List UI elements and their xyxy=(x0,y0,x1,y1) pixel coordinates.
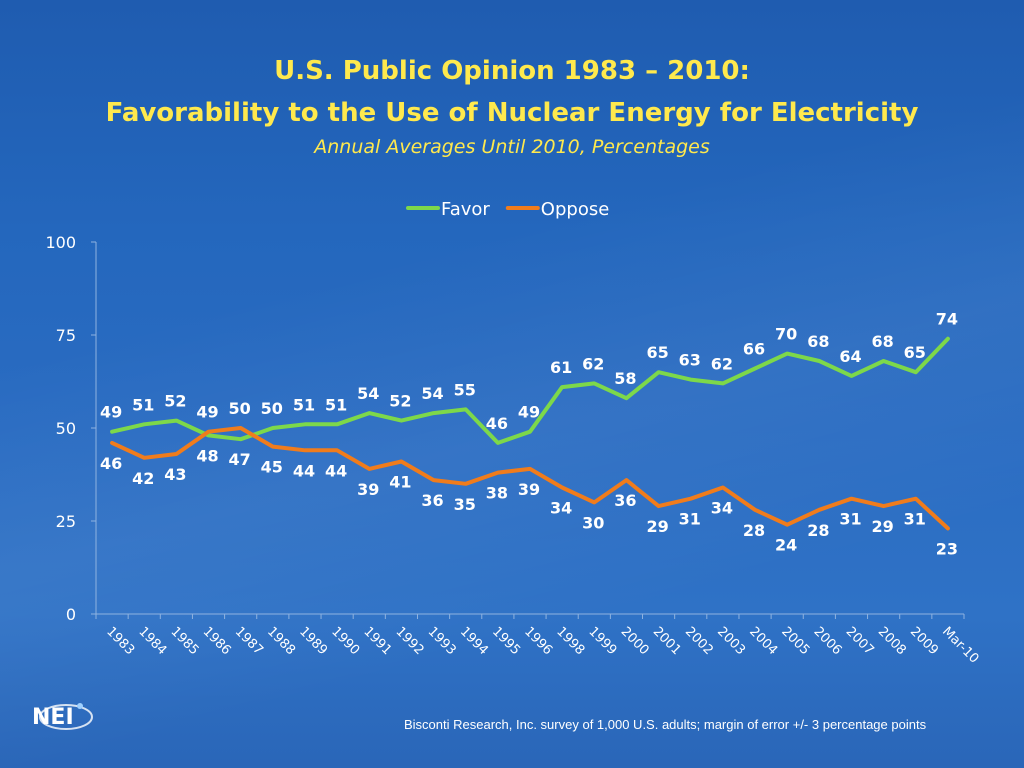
x-tick-label: 1983 xyxy=(103,624,137,658)
data-label-oppose: 28 xyxy=(807,521,829,540)
data-label-favor: 54 xyxy=(357,384,379,403)
data-label-oppose: 39 xyxy=(518,480,540,499)
data-label-favor: 46 xyxy=(486,414,508,433)
x-tick-label: 2003 xyxy=(714,624,748,658)
data-label-oppose: 31 xyxy=(839,510,861,529)
y-tick-label: 0 xyxy=(66,605,76,624)
data-label-favor: 61 xyxy=(550,358,572,377)
data-label-favor: 52 xyxy=(164,392,186,411)
data-label-favor: 63 xyxy=(679,351,701,370)
data-label-favor: 49 xyxy=(100,403,122,422)
data-label-favor: 48 xyxy=(196,446,218,465)
y-tick-label: 100 xyxy=(45,233,76,252)
x-tick-label: 2007 xyxy=(843,624,877,658)
x-tick-label: 1998 xyxy=(553,624,587,658)
data-label-favor: 50 xyxy=(261,399,283,418)
x-tick-label: 2006 xyxy=(811,624,845,658)
x-tick-label: Mar-10 xyxy=(939,624,981,666)
data-label-oppose: 38 xyxy=(486,484,508,503)
data-label-oppose: 36 xyxy=(614,491,636,510)
data-label-oppose: 45 xyxy=(261,458,283,477)
x-tick-label: 1999 xyxy=(585,624,619,658)
x-tick-label: 1994 xyxy=(457,624,491,658)
data-label-oppose: 43 xyxy=(164,465,186,484)
x-tick-label: 1984 xyxy=(135,624,169,658)
chart-title-line-2: Favorability to the Use of Nuclear Energ… xyxy=(105,98,919,128)
x-tick-label: 1986 xyxy=(200,624,234,658)
data-label-favor: 55 xyxy=(454,380,476,399)
data-label-favor: 65 xyxy=(904,343,926,362)
data-label-favor: 51 xyxy=(132,395,154,414)
data-label-oppose: 34 xyxy=(550,499,572,518)
data-label-oppose: 30 xyxy=(582,513,604,532)
data-label-favor: 64 xyxy=(839,347,861,366)
data-label-oppose: 42 xyxy=(132,469,154,488)
x-tick-label: 1993 xyxy=(425,624,459,658)
nei-logo: NEI xyxy=(30,690,110,755)
data-label-oppose: 24 xyxy=(775,536,797,555)
x-tick-label: 1996 xyxy=(521,624,555,658)
x-tick-label: 1989 xyxy=(296,624,330,658)
data-label-oppose: 39 xyxy=(357,480,379,499)
x-tick-label: 2008 xyxy=(875,624,909,658)
data-label-favor: 52 xyxy=(389,392,411,411)
x-tick-label: 1987 xyxy=(232,624,266,658)
x-tick-label: 2004 xyxy=(746,624,780,658)
data-label-oppose: 31 xyxy=(679,510,701,529)
y-tick-label: 25 xyxy=(56,512,76,531)
data-label-oppose: 49 xyxy=(196,403,218,422)
data-label-favor: 58 xyxy=(614,369,636,388)
chart-subtitle: Annual Averages Until 2010, Percentages xyxy=(314,136,710,158)
data-label-favor: 65 xyxy=(646,343,668,362)
series-line-oppose xyxy=(110,426,950,531)
x-tick-label: 2001 xyxy=(650,624,684,658)
x-tick-label: 2005 xyxy=(778,624,812,658)
legend-label-favor: Favor xyxy=(441,199,490,220)
data-label-oppose: 41 xyxy=(389,472,411,491)
data-label-oppose: 28 xyxy=(743,521,765,540)
x-tick-label: 1988 xyxy=(264,624,298,658)
data-label-favor: 62 xyxy=(582,354,604,373)
data-label-favor: 51 xyxy=(325,395,347,414)
x-tick-label: 1990 xyxy=(328,624,362,658)
data-label-oppose: 29 xyxy=(646,517,668,536)
data-label-favor: 47 xyxy=(229,450,251,469)
y-tick-label: 50 xyxy=(56,419,76,438)
data-label-favor: 49 xyxy=(518,403,540,422)
data-label-favor: 70 xyxy=(775,325,797,344)
data-label-favor: 68 xyxy=(807,332,829,351)
data-label-oppose: 31 xyxy=(904,510,926,529)
x-tick-label: 1985 xyxy=(168,624,202,658)
data-label-oppose: 29 xyxy=(871,517,893,536)
data-label-favor: 51 xyxy=(293,395,315,414)
data-label-favor: 66 xyxy=(743,339,765,358)
data-label-favor: 74 xyxy=(936,310,958,329)
data-label-oppose: 44 xyxy=(293,461,315,480)
data-label-favor: 62 xyxy=(711,354,733,373)
data-label-oppose: 35 xyxy=(454,495,476,514)
data-label-oppose: 34 xyxy=(711,499,733,518)
x-tick-label: 2000 xyxy=(618,624,652,658)
data-label-favor: 54 xyxy=(421,384,443,403)
data-label-oppose: 44 xyxy=(325,461,347,480)
data-label-favor: 68 xyxy=(871,332,893,351)
data-label-oppose: 36 xyxy=(421,491,443,510)
nei-logo-icon: NEI xyxy=(32,703,93,730)
x-tick-label: 1995 xyxy=(489,624,523,658)
logo-text: NEI xyxy=(32,705,74,730)
legend-label-oppose: Oppose xyxy=(541,199,609,220)
source-note: Bisconti Research, Inc. survey of 1,000 … xyxy=(404,717,927,732)
x-tick-label: 1992 xyxy=(393,624,427,658)
x-tick-label: 2002 xyxy=(682,624,716,658)
chart-title-line-1: U.S. Public Opinion 1983 – 2010: xyxy=(274,56,750,86)
x-tick-label: 1991 xyxy=(360,624,394,658)
x-tick-label: 2009 xyxy=(907,624,941,658)
data-label-oppose: 46 xyxy=(100,454,122,473)
y-tick-label: 75 xyxy=(56,326,76,345)
data-label-oppose: 23 xyxy=(936,539,958,558)
data-label-oppose: 50 xyxy=(229,399,251,418)
